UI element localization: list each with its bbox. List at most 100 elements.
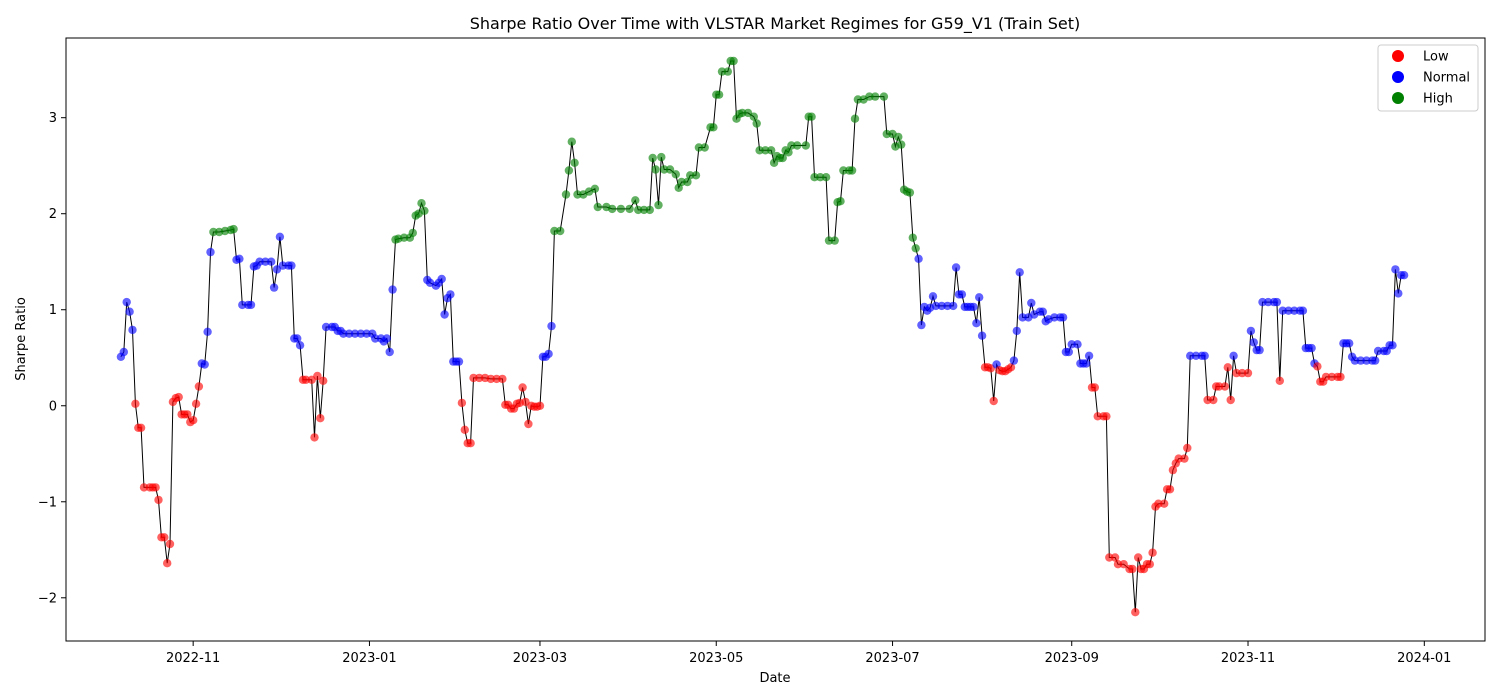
x-tick-label: 2023-07 — [865, 651, 919, 666]
data-point-high — [417, 199, 426, 208]
data-point-normal — [287, 261, 296, 270]
data-point-normal — [1362, 356, 1371, 365]
data-point-normal — [261, 257, 270, 266]
data-point-low — [1154, 499, 1163, 508]
data-point-normal — [385, 347, 394, 357]
data-point-normal — [1388, 341, 1397, 350]
data-point-normal — [269, 283, 279, 292]
data-point-low — [1093, 412, 1102, 421]
data-point-high — [905, 188, 915, 197]
data-point-low — [316, 414, 325, 423]
data-point-normal — [1229, 351, 1238, 360]
x-tick-label: 2023-03 — [513, 651, 567, 666]
data-point-low — [524, 419, 533, 429]
data-point-high — [399, 233, 409, 242]
data-point-normal — [1082, 359, 1091, 368]
plot-frame — [65, 37, 1486, 642]
x-tick-label: 2023-09 — [1045, 651, 1099, 666]
data-point-normal — [1012, 326, 1021, 336]
data-point-high — [714, 90, 724, 99]
data-point-normal — [1391, 265, 1400, 274]
data-point-high — [657, 152, 666, 162]
data-point-high — [749, 112, 758, 121]
y-axis-label: Sharpe Ratio — [14, 297, 29, 381]
data-point-high — [793, 141, 802, 150]
data-point-high — [717, 67, 727, 76]
data-point-normal — [454, 357, 464, 366]
data-point-low — [989, 396, 998, 406]
data-point-high — [850, 114, 860, 123]
x-axis: 2022-11 2023-01 2023-03 2023-05 2023-07 2023-… — [166, 641, 1451, 666]
data-point-normal — [931, 301, 941, 311]
data-point-low — [1220, 382, 1230, 391]
data-point-low — [1102, 412, 1111, 421]
data-point-low — [1209, 395, 1218, 405]
data-point-normal — [1394, 289, 1403, 298]
data-point-normal — [1200, 351, 1209, 360]
plot-area — [116, 56, 1409, 617]
data-point-low — [486, 374, 495, 384]
data-point-high — [683, 177, 692, 187]
data-point-normal — [437, 274, 446, 284]
data-point-low — [1119, 560, 1128, 569]
data-point-high — [625, 204, 634, 214]
data-point-high — [616, 204, 626, 214]
data-point-high — [634, 205, 643, 215]
data-point-high — [847, 166, 857, 175]
chart-title: Sharpe Ratio Over Time with VLSTAR Marke… — [470, 14, 1081, 34]
data-point-normal — [267, 257, 276, 266]
data-point-low — [1214, 382, 1224, 391]
data-point-low — [1223, 363, 1233, 372]
legend-box — [1377, 44, 1479, 112]
data-point-normal — [246, 300, 256, 310]
data-point-normal — [293, 334, 302, 343]
data-point-high — [686, 171, 695, 180]
data-point-low — [1131, 608, 1140, 617]
data-point-normal — [1050, 313, 1059, 322]
legend-label-high: High — [1423, 92, 1453, 107]
data-point-normal — [917, 320, 926, 330]
data-point-normal — [975, 293, 984, 302]
data-point-low — [1006, 363, 1016, 372]
data-point-high — [784, 148, 793, 157]
data-point-high — [729, 56, 738, 66]
data-point-high — [879, 92, 889, 101]
data-point-low — [1313, 362, 1322, 371]
data-point-normal — [1073, 340, 1082, 349]
data-point-normal — [275, 232, 285, 241]
y-tick-label: 0 — [49, 399, 57, 414]
data-point-high — [677, 177, 686, 187]
data-point-high — [769, 158, 779, 167]
x-tick-label: 2023-05 — [689, 651, 743, 666]
data-point-low — [1110, 553, 1120, 562]
legend-label-normal: Normal — [1423, 71, 1470, 86]
data-point-high — [556, 226, 565, 236]
data-point-normal — [1027, 298, 1036, 308]
data-point-low — [165, 539, 175, 549]
data-point-normal — [1272, 297, 1282, 307]
data-point-high — [408, 228, 417, 238]
x-tick-label: 2023-11 — [1221, 651, 1275, 666]
y-tick-label: −2 — [38, 591, 57, 606]
data-point-low — [189, 416, 198, 425]
data-point-low — [466, 439, 475, 448]
data-point-normal — [200, 360, 209, 369]
data-point-normal — [206, 247, 215, 257]
data-point-normal — [122, 297, 131, 307]
x-axis-label: Date — [759, 671, 790, 686]
data-point-normal — [969, 302, 978, 312]
data-point-low — [1148, 548, 1157, 557]
data-point-high — [830, 236, 839, 245]
y-tick-label: −1 — [38, 495, 57, 510]
data-point-low — [457, 398, 467, 408]
data-point-low — [131, 399, 140, 408]
legend-label-low: Low — [1423, 50, 1449, 65]
data-point-low — [518, 383, 527, 392]
data-point-normal — [949, 301, 958, 311]
data-point-normal — [1058, 313, 1068, 322]
data-point-normal — [544, 349, 553, 359]
data-point-high — [694, 143, 704, 152]
data-point-high — [590, 184, 600, 193]
data-point-high — [671, 170, 680, 179]
data-point-high — [229, 224, 238, 234]
